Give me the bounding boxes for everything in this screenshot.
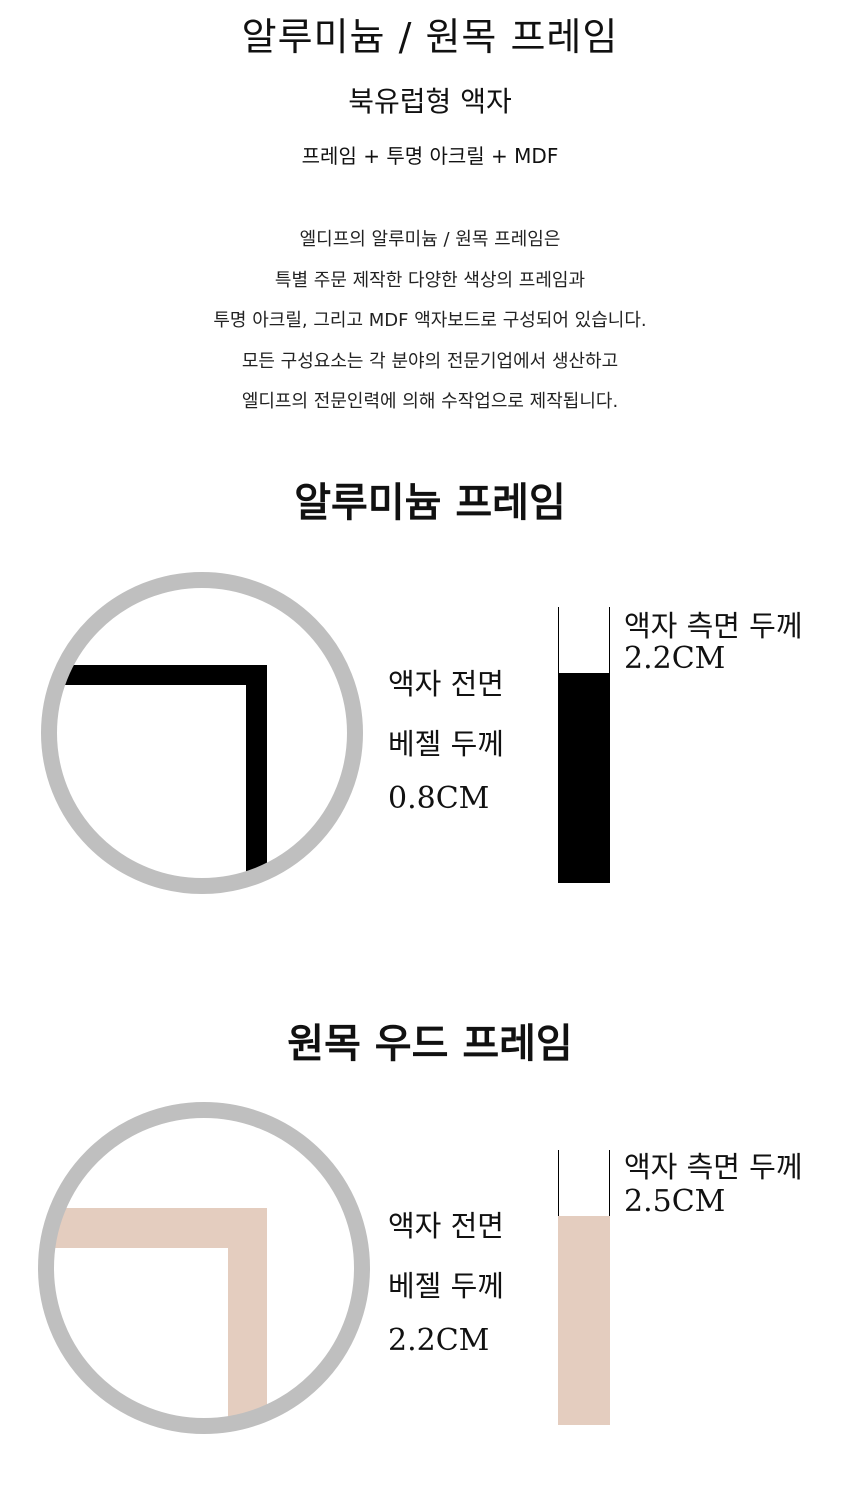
side-value: 2.2CM: [624, 641, 726, 676]
front-value: 2.2CM: [388, 1323, 490, 1358]
side-label: 액자 측면 두께: [624, 1150, 803, 1184]
section-heading-aluminum: 알루미늄 프레임: [294, 480, 566, 526]
magnifier-circle: [41, 572, 363, 894]
description-line: 특별 주문 제작한 다양한 색상의 프레임과: [274, 269, 586, 291]
side-label: 액자 측면 두께: [624, 609, 803, 643]
wood-side-bar: [558, 1150, 610, 1425]
section-heading-wood: 원목 우드 프레임: [287, 1021, 573, 1067]
description-line: 투명 아크릴, 그리고 MDF 액자보드로 구성되어 있습니다.: [213, 310, 647, 331]
description-line: 엘디프의 전문인력에 의해 수작업으로 제작됩니다.: [241, 391, 619, 412]
magnifier-circle: [38, 1102, 370, 1434]
front-label: 액자 전면: [388, 1209, 504, 1243]
front-label: 베젤 두께: [388, 727, 504, 761]
description-line: 모든 구성요소는 각 분야의 전문기업에서 생산하고: [241, 350, 619, 372]
composition-text: 프레임 + 투명 아크릴 + MDF: [301, 144, 559, 168]
aluminum-side-bar: [558, 607, 610, 883]
side-value: 2.5CM: [624, 1184, 726, 1219]
description-line: 엘디프의 알루미늄 / 원목 프레임은: [299, 229, 561, 250]
wood-bezel-corner: [46, 1208, 267, 1426]
front-value: 0.8CM: [388, 781, 490, 816]
front-label: 액자 전면: [388, 667, 504, 701]
description: 엘디프의 알루미늄 / 원목 프레임은 특별 주문 제작한 다양한 색상의 프레…: [0, 220, 860, 423]
aluminum-bezel-corner: [49, 665, 267, 886]
front-label: 베젤 두께: [388, 1269, 504, 1303]
page-subtitle: 북유럽형 액자: [348, 85, 512, 118]
page-title: 알루미늄 / 원목 프레임: [241, 15, 619, 59]
